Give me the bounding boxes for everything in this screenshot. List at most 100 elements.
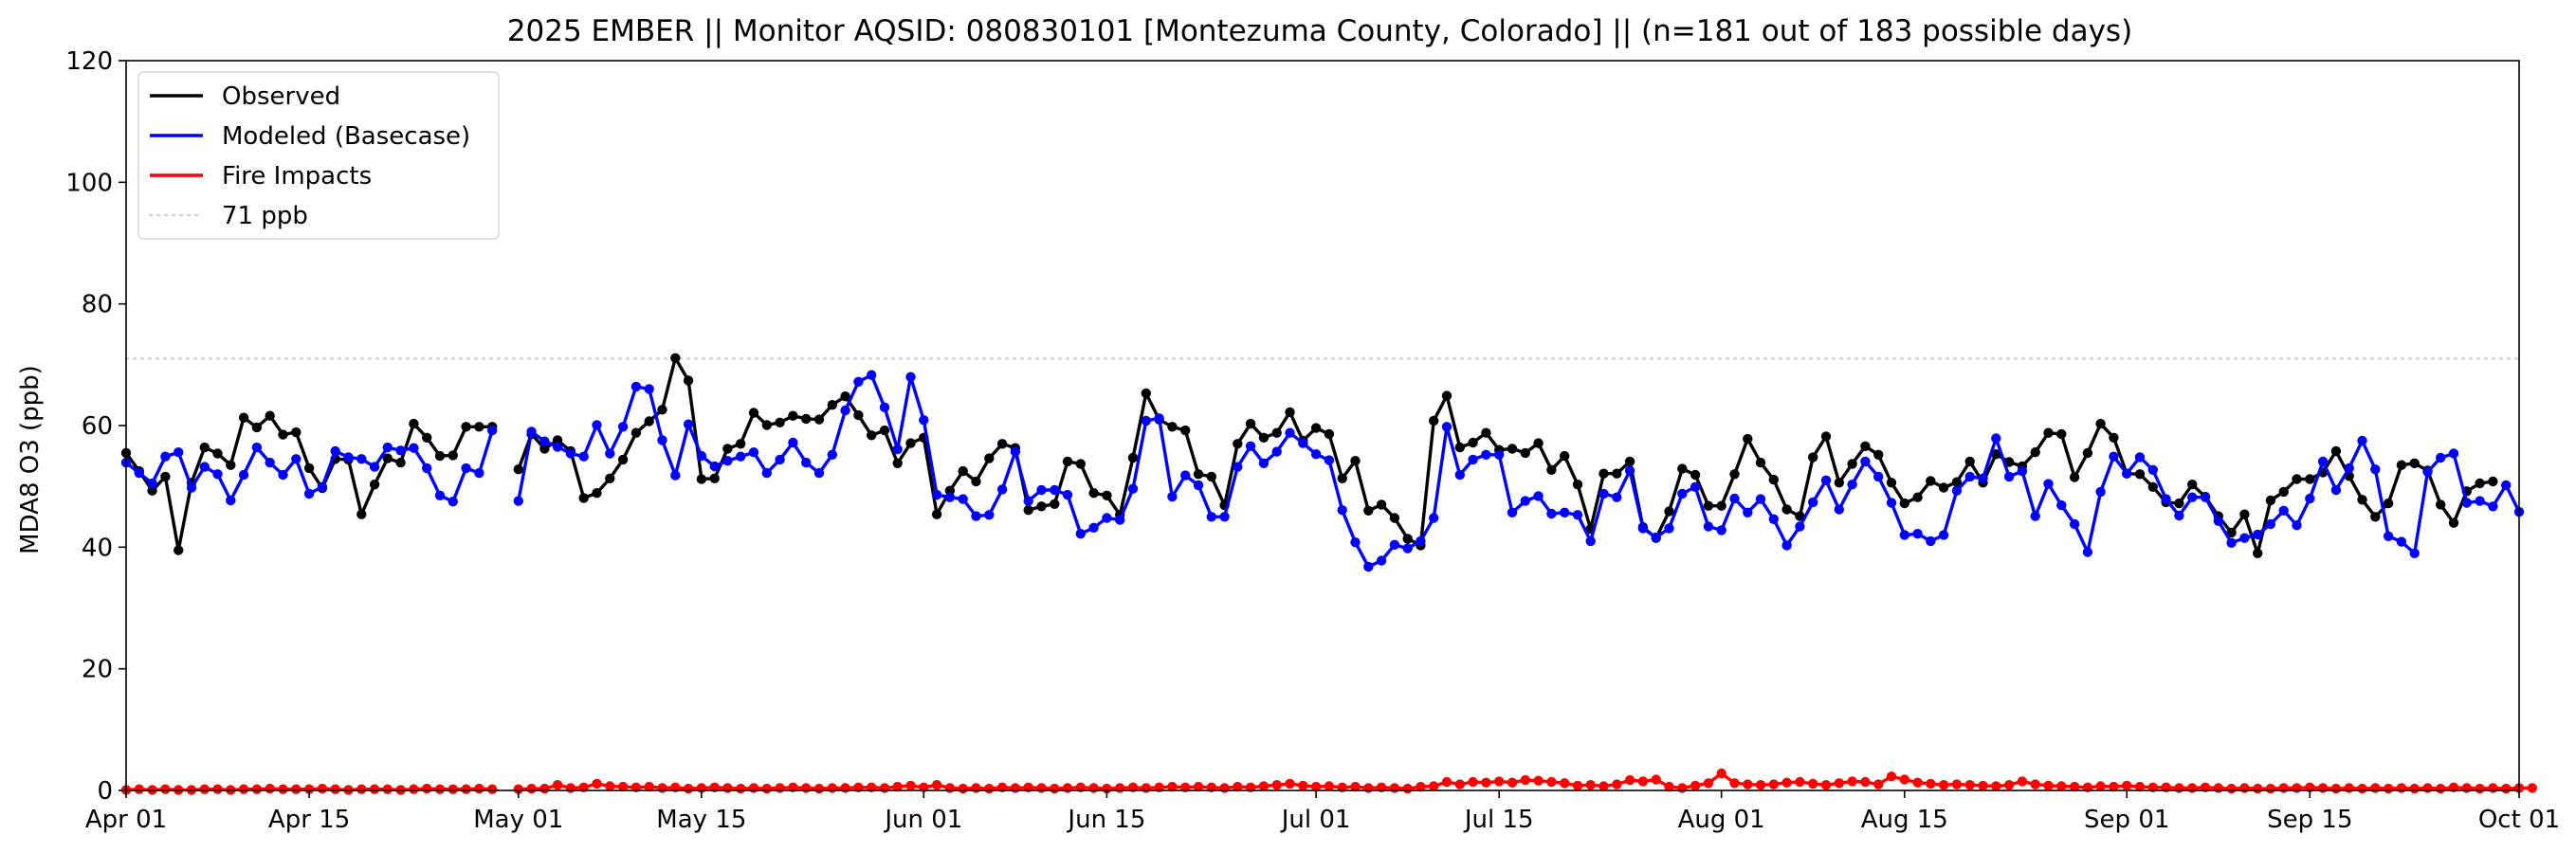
data-point xyxy=(238,469,249,481)
data-point xyxy=(2488,476,2498,487)
data-point xyxy=(2305,474,2315,484)
data-point xyxy=(1167,781,1178,792)
data-point xyxy=(840,783,850,793)
data-point xyxy=(788,410,798,421)
data-point xyxy=(931,509,942,519)
data-point xyxy=(905,438,916,448)
data-point xyxy=(291,784,301,794)
data-point xyxy=(1416,535,1426,547)
data-point xyxy=(592,420,602,430)
data-point xyxy=(2226,527,2237,538)
data-point xyxy=(2357,435,2367,446)
data-point xyxy=(1755,494,1766,504)
data-point xyxy=(905,780,916,791)
data-point xyxy=(644,416,654,426)
data-point xyxy=(1820,475,1832,485)
data-point xyxy=(722,444,733,454)
data-point xyxy=(2226,783,2237,794)
data-point xyxy=(944,783,956,793)
data-point xyxy=(2344,783,2354,793)
y-tick-label: 120 xyxy=(65,47,113,76)
legend-label: 71 ppb xyxy=(222,202,308,230)
data-point xyxy=(2317,456,2329,467)
x-tick-label: May 15 xyxy=(656,806,746,834)
data-point xyxy=(1899,530,1910,540)
data-point xyxy=(1429,781,1439,791)
data-point xyxy=(879,425,890,436)
data-point xyxy=(1886,478,1897,488)
data-point xyxy=(2278,783,2289,793)
data-point xyxy=(1245,441,1256,451)
data-point xyxy=(1768,474,1780,485)
data-point xyxy=(867,370,877,380)
data-point xyxy=(461,463,471,474)
data-point xyxy=(944,492,956,502)
data-point xyxy=(1873,779,1884,789)
data-point xyxy=(238,784,249,794)
data-point xyxy=(1102,513,1112,523)
data-point xyxy=(1585,535,1596,547)
data-point xyxy=(2436,783,2446,794)
data-point xyxy=(1324,781,1335,791)
data-point xyxy=(2330,783,2342,794)
data-point xyxy=(1690,780,1701,791)
data-point xyxy=(186,482,197,493)
data-point xyxy=(761,420,772,430)
data-point xyxy=(2095,781,2106,791)
data-point xyxy=(709,461,720,472)
data-point xyxy=(1781,540,1792,551)
data-point xyxy=(1808,778,1818,789)
data-point xyxy=(291,454,301,464)
data-point xyxy=(1376,555,1387,566)
data-point xyxy=(1926,476,1936,486)
data-point xyxy=(736,783,746,794)
data-point xyxy=(1023,505,1033,516)
data-point xyxy=(212,784,223,794)
data-point xyxy=(160,451,171,462)
data-point xyxy=(1010,783,1021,793)
data-point xyxy=(984,510,995,520)
data-point xyxy=(199,784,210,794)
data-point xyxy=(2174,783,2184,793)
data-point xyxy=(487,425,498,436)
data-point xyxy=(2226,537,2237,548)
data-point xyxy=(1677,783,1688,793)
data-point xyxy=(251,784,263,794)
data-point xyxy=(422,783,432,794)
data-point xyxy=(356,509,367,519)
data-point xyxy=(879,402,890,412)
data-point xyxy=(683,419,694,429)
data-point xyxy=(1951,485,1963,496)
data-point xyxy=(1363,783,1374,793)
data-point xyxy=(2396,536,2407,547)
data-point xyxy=(2475,478,2485,489)
data-point xyxy=(434,450,446,462)
data-point xyxy=(748,783,759,793)
data-point xyxy=(147,478,157,489)
data-point xyxy=(526,783,537,794)
data-point xyxy=(1820,780,1832,790)
data-point xyxy=(1154,413,1164,424)
data-point xyxy=(1298,780,1308,791)
x-tick-label: Jul 01 xyxy=(1280,806,1351,834)
data-point xyxy=(683,783,694,794)
data-point xyxy=(905,372,916,382)
data-point xyxy=(1873,471,1884,482)
x-tick-label: Jun 01 xyxy=(883,806,962,834)
data-point xyxy=(1494,776,1505,787)
data-point xyxy=(2265,783,2276,794)
data-point xyxy=(1964,780,1975,790)
data-point xyxy=(1572,510,1583,520)
data-point xyxy=(2448,448,2459,459)
data-point xyxy=(2043,780,2054,791)
data-point xyxy=(1926,778,1936,789)
data-point xyxy=(1637,776,1649,787)
data-point xyxy=(1402,543,1413,554)
data-point xyxy=(2213,783,2223,793)
data-point xyxy=(2422,466,2433,477)
data-point xyxy=(2461,498,2472,508)
data-point xyxy=(1991,449,2001,460)
data-point xyxy=(2292,783,2302,793)
data-point xyxy=(1560,507,1570,517)
